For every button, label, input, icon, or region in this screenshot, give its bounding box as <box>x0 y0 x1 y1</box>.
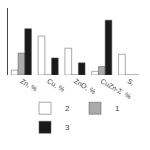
svg-text:S,: S, <box>126 77 135 86</box>
svg-text:CuZn-Σ, %: CuZn-Σ, % <box>99 77 133 101</box>
svg-text:2: 2 <box>65 104 70 113</box>
svg-text:1: 1 <box>115 104 120 113</box>
svg-text:Zn, %: Zn, % <box>19 77 38 92</box>
svg-text:Cu, %: Cu, % <box>46 77 66 93</box>
svg-text:ZnO, %: ZnO, % <box>73 77 97 95</box>
svg-text:3: 3 <box>65 123 70 132</box>
